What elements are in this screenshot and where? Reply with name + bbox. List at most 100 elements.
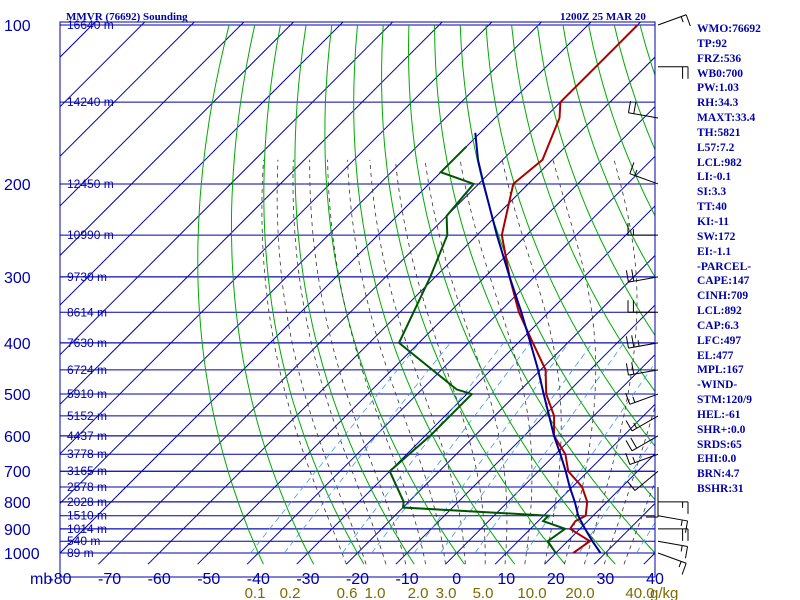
series-dewpoint bbox=[388, 145, 568, 554]
isotherm--60 bbox=[147, 56, 655, 565]
sounding-index: RH:34.3 bbox=[697, 97, 739, 110]
sounding-index: TP:92 bbox=[697, 37, 728, 50]
sounding-index: SHR+:0.0 bbox=[697, 423, 746, 436]
isotherm--120 bbox=[60, 22, 394, 356]
sounding-index: EI:-1.1 bbox=[697, 245, 732, 258]
wind-barb-850 bbox=[657, 515, 689, 533]
sounding-index: CINH:709 bbox=[697, 290, 749, 303]
dry-adiabat-50 bbox=[459, 24, 655, 501]
sounding-index: LCL:982 bbox=[697, 156, 742, 169]
sounding-index: TT:40 bbox=[697, 201, 727, 214]
wind-barb-900 bbox=[658, 528, 689, 541]
height-label-250: 10990 m bbox=[67, 228, 114, 242]
isotherm--140 bbox=[60, 22, 295, 257]
mixing-ratio-1 bbox=[371, 342, 531, 554]
height-label-600: 4437 m bbox=[67, 429, 107, 443]
isotherm--110 bbox=[60, 22, 443, 405]
isotherm--20 bbox=[345, 254, 655, 565]
height-label-950: 540 m bbox=[67, 534, 100, 548]
isotherm-20 bbox=[544, 453, 655, 565]
wind-barb-650 bbox=[625, 453, 659, 465]
height-label-800: 2028 m bbox=[67, 495, 107, 509]
sounding-indices: WMO:76692 TP:92 FRZ:536 WB0:700 PW:1.03 RH:34… bbox=[697, 22, 797, 497]
wind-barb-600 bbox=[625, 435, 659, 452]
wind-barb-350 bbox=[627, 300, 658, 313]
temperature-tick--80: -80 bbox=[48, 571, 71, 588]
dry-adiabat--30 bbox=[231, 24, 315, 565]
pressure-tick-500: 500 bbox=[4, 387, 31, 404]
dry-adiabat-20 bbox=[381, 24, 566, 565]
height-label-350: 8614 m bbox=[67, 305, 107, 319]
mixing-ratio-label-3.0: 3.0 bbox=[436, 585, 457, 600]
height-label-850: 1510 m bbox=[67, 509, 107, 523]
mixing-ratio-0.2 bbox=[283, 342, 451, 554]
isotherm--80 bbox=[60, 22, 592, 554]
isotherm-0 bbox=[445, 353, 655, 565]
isotherm--150 bbox=[60, 22, 245, 207]
moist-adiabat--12 bbox=[292, 159, 387, 565]
temperature-tick-0: 0 bbox=[452, 571, 461, 588]
mixing-ratio-0.1 bbox=[250, 342, 420, 554]
dry-adiabat-90 bbox=[562, 24, 655, 279]
wind-barb-500 bbox=[625, 392, 659, 405]
sounding-index: STM:120/9 bbox=[697, 394, 752, 407]
sounding-index: CAP:6.3 bbox=[697, 319, 739, 332]
sounding-index: PW:1.03 bbox=[697, 82, 739, 95]
wind-barb-400 bbox=[625, 335, 659, 349]
isotherm--40 bbox=[246, 155, 655, 565]
wind-barb-120 bbox=[658, 66, 689, 79]
wind-barb-1000 bbox=[657, 552, 687, 575]
height-label-100: 16640 m bbox=[67, 18, 114, 32]
isotherm--170 bbox=[60, 22, 146, 108]
dry-adiabat-0 bbox=[324, 24, 465, 565]
sounding-index: MAXT:33.4 bbox=[697, 112, 756, 125]
temperature-tick-40: 40 bbox=[646, 571, 664, 588]
mixing-ratio-label-5.0: 5.0 bbox=[473, 585, 494, 600]
isotherm-lines bbox=[60, 22, 655, 565]
height-label-750: 2578 m bbox=[67, 480, 107, 494]
sounding-index: LI:-0.1 bbox=[697, 171, 732, 184]
pressure-tick-100: 100 bbox=[4, 18, 31, 35]
mixing-ratio-label-20.0: 20.0 bbox=[565, 585, 594, 600]
isotherm--160 bbox=[60, 22, 196, 158]
moist-adiabat--8 bbox=[309, 159, 407, 565]
dry-adiabat--40 bbox=[197, 24, 264, 565]
height-label-650: 3778 m bbox=[67, 447, 107, 461]
sounding-index: LCL:892 bbox=[697, 305, 742, 318]
height-label-900: 1014 m bbox=[67, 522, 107, 536]
isotherm--90 bbox=[60, 22, 543, 505]
wind-barb-250 bbox=[627, 223, 658, 236]
sounding-index: -PARCEL- bbox=[697, 260, 752, 273]
mixing-ratio-3 bbox=[440, 342, 593, 554]
mixing-ratio-lines bbox=[250, 342, 655, 554]
sounding-index: BSHR:31 bbox=[697, 483, 744, 496]
sounding-index: SW:172 bbox=[697, 230, 736, 243]
series-parcel bbox=[474, 132, 602, 554]
chart-time: 1200Z 25 MAR 20 bbox=[560, 11, 646, 23]
moist-adiabat-12 bbox=[424, 159, 508, 565]
moist-adiabat--16 bbox=[276, 159, 367, 565]
mixing-ratio-label-40.0: 40.0 bbox=[625, 585, 654, 600]
wind-barb-200 bbox=[629, 162, 659, 185]
isotherm--70 bbox=[98, 22, 642, 565]
temperature-tick--20: -20 bbox=[346, 571, 369, 588]
pressure-tick-600: 600 bbox=[4, 429, 31, 446]
sounding-index: WB0:700 bbox=[697, 67, 743, 80]
pressure-tick-1000: 1000 bbox=[4, 546, 40, 563]
sounding-index: -WIND- bbox=[697, 379, 738, 392]
chart-title: MMVR (76692) Sounding bbox=[66, 11, 188, 23]
wind-barb-450 bbox=[625, 362, 659, 376]
moist-adiabat-0 bbox=[347, 159, 446, 565]
mixing-ratio-label-1.0: 1.0 bbox=[365, 585, 386, 600]
pressure-tick-700: 700 bbox=[4, 464, 31, 481]
isotherm--50 bbox=[197, 106, 655, 565]
height-label-550: 5152 m bbox=[67, 409, 107, 423]
wind-barb-150 bbox=[627, 100, 659, 119]
mixing-ratio-2 bbox=[413, 342, 570, 554]
mixing-ratio-10 bbox=[525, 362, 655, 554]
wind-barb-550 bbox=[625, 415, 659, 432]
height-label-700: 3165 m bbox=[67, 464, 107, 478]
wind-barb-100 bbox=[657, 14, 691, 27]
